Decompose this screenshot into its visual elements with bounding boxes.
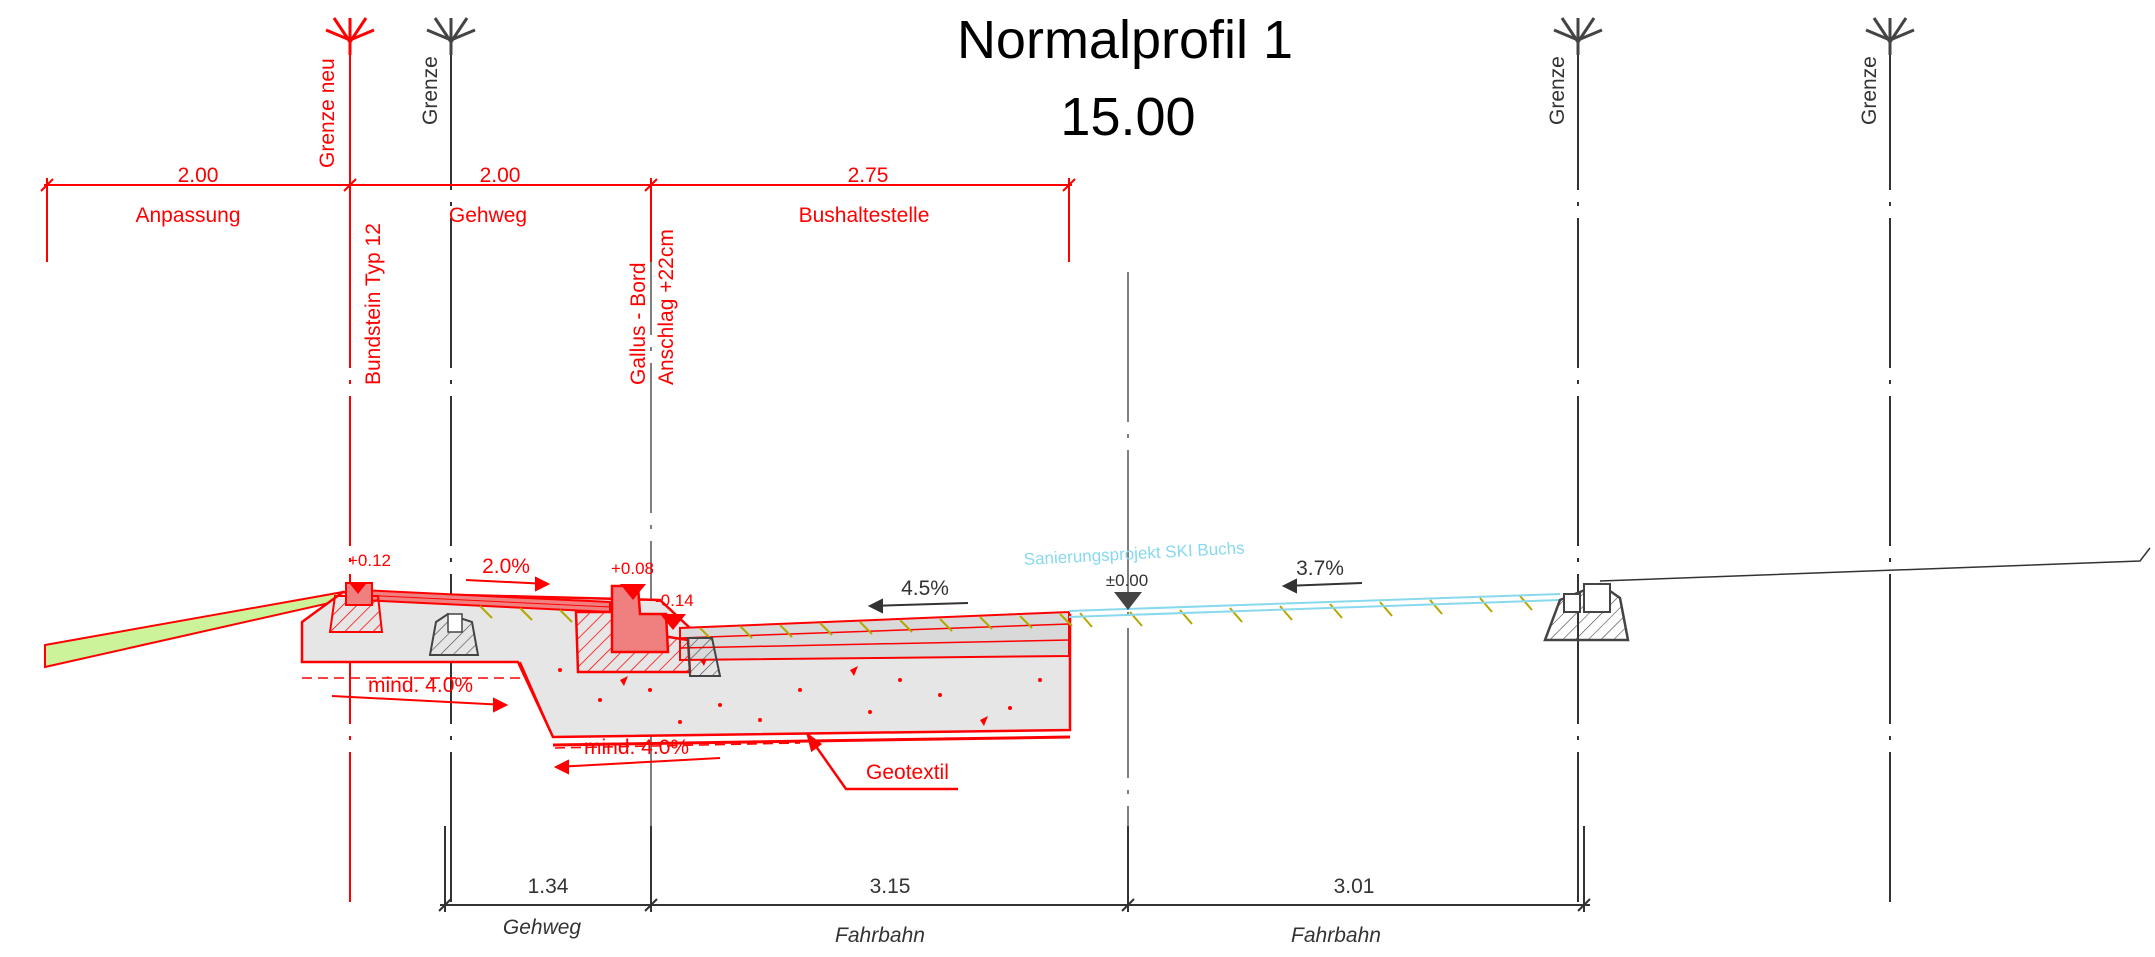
dimension-label: Fahrbahn bbox=[835, 924, 925, 947]
slope-arrow-icon bbox=[867, 598, 969, 614]
bottom-dimension-chain bbox=[438, 826, 1591, 912]
dimension-value: 3.15 bbox=[870, 875, 911, 898]
elevation-marker-icon bbox=[1114, 592, 1142, 610]
geotextil-label: Geotextil bbox=[866, 761, 949, 784]
existing-road-surface bbox=[1068, 593, 1561, 618]
min-slope-label: mind. 4.0% bbox=[368, 674, 473, 697]
boundary-marker-red-icon bbox=[325, 17, 375, 55]
elevation-label: ±0.00 bbox=[1106, 571, 1148, 590]
slope-arrow-icon bbox=[465, 576, 551, 592]
station-label: 15.00 bbox=[1060, 87, 1195, 147]
elevation-label: +0.08 bbox=[611, 559, 654, 578]
boundary-marker-icon bbox=[1553, 17, 1603, 55]
boundary-marker-icon bbox=[1865, 17, 1915, 55]
boundary-marker-icon bbox=[426, 17, 476, 55]
slope-arrow-icon bbox=[1281, 578, 1363, 594]
elevation-label: +0.12 bbox=[348, 551, 391, 570]
slope-label: 2.0% bbox=[482, 555, 530, 578]
bundstein-label: Bundstein Typ 12 bbox=[362, 223, 385, 385]
grenze-label: Grenze bbox=[419, 56, 442, 125]
boundary-lines bbox=[349, 40, 1891, 905]
dimension-label: Gehweg bbox=[449, 204, 527, 227]
gallus-bord-label: Gallus - Bord bbox=[627, 262, 650, 385]
geotextil-leader bbox=[805, 731, 958, 791]
grenze-neu-label: Grenze neu bbox=[316, 58, 339, 168]
dimension-value: 3.01 bbox=[1334, 875, 1375, 898]
dimension-label: Anpassung bbox=[135, 204, 240, 227]
min-slope-label: mind. 4.0% bbox=[584, 736, 689, 759]
dimension-value: 2.00 bbox=[178, 164, 219, 187]
dimension-label: Gehweg bbox=[503, 916, 582, 939]
dimension-value: 2.75 bbox=[848, 164, 889, 187]
slope-label: 4.5% bbox=[901, 577, 949, 600]
elevation-marker-icon bbox=[660, 614, 686, 630]
anpassung-wedge bbox=[44, 590, 344, 669]
top-dimension-chain bbox=[40, 178, 1076, 262]
slope-arrow-icon bbox=[331, 695, 509, 713]
terrain-line bbox=[1599, 547, 2151, 582]
grenze-label: Grenze bbox=[1546, 56, 1569, 125]
elevation-label: -0.14 bbox=[655, 591, 694, 610]
dimension-label: Fahrbahn bbox=[1291, 924, 1381, 947]
anschlag-label: Anschlag +22cm bbox=[655, 229, 678, 385]
slope-label: 3.7% bbox=[1296, 557, 1344, 580]
elevation-marker-icon bbox=[350, 584, 366, 594]
project-note: Sanierungsprojekt SKI Buchs bbox=[1023, 538, 1245, 569]
drawing-title: Normalprofil 1 bbox=[957, 10, 1293, 70]
dimension-value: 1.34 bbox=[528, 875, 569, 898]
elevation-marker-icon bbox=[620, 584, 646, 600]
slope-arrow-icon bbox=[553, 757, 721, 775]
dimension-value: 2.00 bbox=[480, 164, 521, 187]
grenze-label: Grenze bbox=[1858, 56, 1881, 125]
dimension-label: Bushaltestelle bbox=[799, 204, 930, 227]
